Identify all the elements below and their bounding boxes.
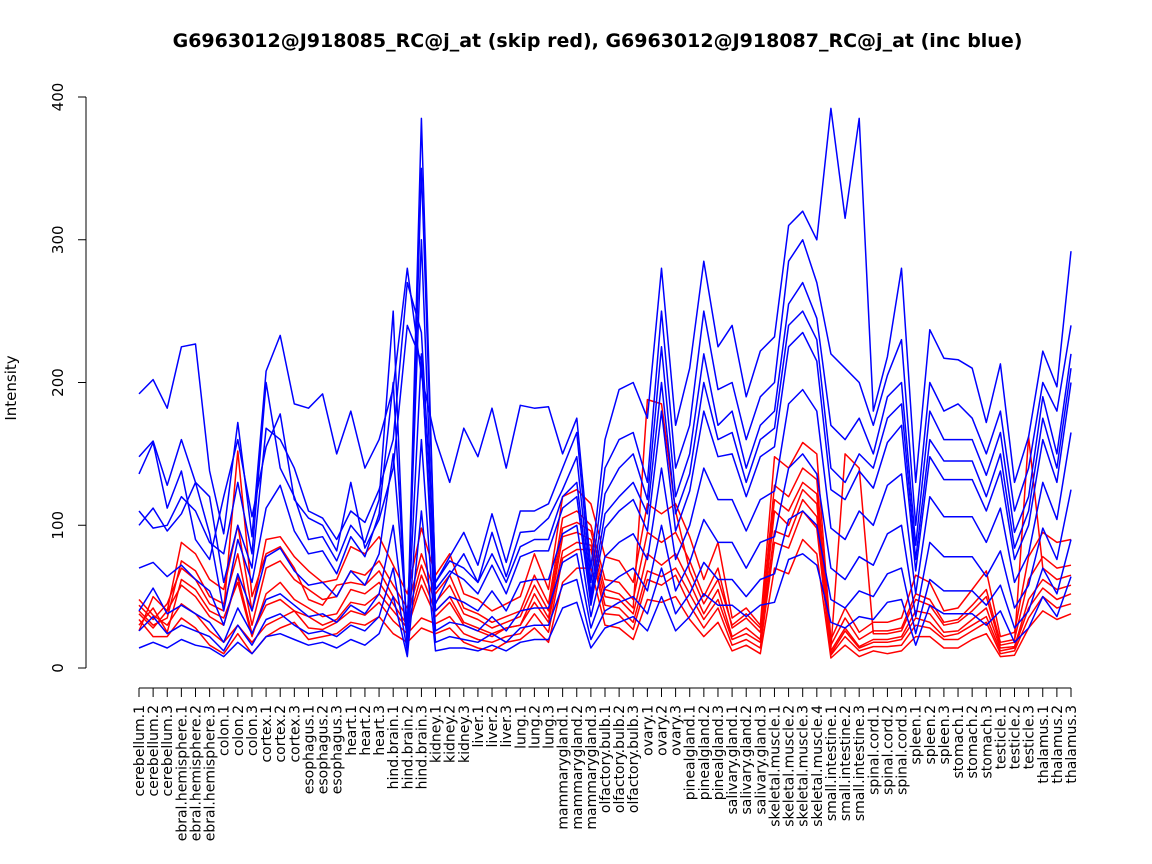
x-tick-label: salivary.gland.1 — [725, 705, 741, 814]
x-tick-label: esophagus.3 — [330, 705, 346, 794]
series-line-12 — [138, 117, 1072, 641]
x-tick-label: thalamus.3 — [1064, 705, 1080, 784]
x-tick-label: testicle.3 — [1022, 705, 1038, 769]
x-tick-label: heart.2 — [358, 705, 374, 756]
x-tick-label: lung.3 — [542, 705, 558, 749]
x-tick-label: small.intestine.3 — [852, 705, 868, 821]
series-line-7 — [138, 498, 1072, 655]
x-tick-label: colon.2 — [231, 705, 247, 756]
x-tick-label: skeletal.muscle.2 — [782, 705, 798, 827]
x-tick-label: ovary.3 — [669, 705, 685, 756]
x-tick-label: thalamus.2 — [1050, 705, 1066, 784]
y-tick-label: 300 — [49, 225, 67, 254]
x-tick-label: skeletal.muscle.4 — [810, 705, 826, 827]
x-tick-label: spinal.cord.2 — [880, 705, 896, 795]
x-tick-label: pinealgland.2 — [697, 705, 713, 800]
x-tick-label: salivary.gland.3 — [753, 705, 769, 814]
y-axis: 0 100 200 300 400 — [49, 83, 87, 673]
x-tick-label: skeletal.muscle.1 — [767, 705, 783, 827]
x-tick-label: salivary.gland.2 — [739, 705, 755, 814]
x-tick-label: stomach.3 — [979, 705, 995, 779]
y-tick-label: 0 — [49, 663, 67, 673]
x-tick-label: olfactory.bulb.2 — [612, 705, 628, 813]
x-tick-label: olfactory.bulb.3 — [626, 705, 642, 813]
x-tick-label: testicle.1 — [993, 705, 1009, 769]
y-axis-label: Intensity — [2, 355, 20, 420]
series-line-2 — [138, 538, 1072, 659]
x-tick-label: esophagus.1 — [301, 705, 317, 794]
x-tick-label: skeletal.muscle.3 — [796, 705, 812, 827]
series-line-15 — [138, 438, 1072, 652]
x-tick-label: cortex.1 — [259, 705, 275, 763]
series-layer — [138, 107, 1072, 659]
x-tick-label: pinealgland.1 — [683, 705, 699, 800]
x-tick-label: colon.3 — [245, 705, 261, 756]
x-tick-label: kidney.1 — [429, 705, 445, 763]
x-tick-label: small.intestine.1 — [824, 705, 840, 821]
x-tick-label: cerebellum.2 — [146, 705, 162, 797]
x-tick-label: hind.brain.2 — [400, 705, 416, 789]
x-tick-label: olfactory.bulb.1 — [598, 705, 614, 813]
x-tick-label: colon.1 — [217, 705, 233, 756]
x-tick-label: ebral.hemisphere.2 — [188, 705, 204, 841]
x-tick-label: mammarygland.1 — [556, 705, 572, 830]
x-tick-label: lung.1 — [513, 705, 529, 749]
series-line-9 — [138, 239, 1072, 584]
series-line-3 — [138, 488, 1072, 652]
series-line-8 — [138, 107, 1072, 569]
series-line-16 — [138, 510, 1072, 658]
y-tick-label: 100 — [49, 511, 67, 540]
x-tick-label: cerebellum.1 — [132, 705, 148, 797]
x-tick-label: ebral.hemisphere.1 — [174, 705, 190, 841]
y-tick-label: 400 — [49, 83, 67, 112]
series-line-10 — [138, 281, 1072, 605]
x-tick-label: ovary.1 — [640, 705, 656, 756]
x-tick-label: spleen.1 — [909, 705, 925, 765]
x-tick-label: esophagus.2 — [316, 705, 332, 794]
x-tick-label: cortex.2 — [273, 705, 289, 763]
x-tick-label: cortex.3 — [287, 705, 303, 763]
x-tick-label: ovary.2 — [654, 705, 670, 756]
x-tick-label: kidney.3 — [457, 705, 473, 763]
series-line-11 — [138, 167, 1072, 655]
x-tick-label: liver.1 — [471, 705, 487, 748]
x-tick-label: lung.2 — [527, 705, 543, 749]
x-tick-label: spleen.2 — [923, 705, 939, 765]
x-tick-label: ebral.hemisphere.3 — [203, 705, 219, 841]
x-tick-label: kidney.2 — [443, 705, 459, 763]
x-tick-label: testicle.2 — [1008, 705, 1024, 769]
x-tick-label: hind.brain.3 — [414, 705, 430, 789]
series-line-13 — [138, 239, 1072, 626]
chart-title: G6963012@J918085_RC@j_at (skip red), G69… — [172, 30, 1023, 52]
x-tick-label: thalamus.1 — [1036, 705, 1052, 784]
x-tick-label: stomach.1 — [951, 705, 967, 779]
series-line-14 — [138, 353, 1072, 644]
x-tick-label: mammarygland.2 — [570, 705, 586, 830]
x-tick-label: heart.3 — [372, 705, 388, 756]
x-tick-label: liver.2 — [485, 705, 501, 748]
x-tick-label: heart.1 — [344, 705, 360, 756]
x-tick-label: mammarygland.3 — [584, 705, 600, 830]
x-tick-label: hind.brain.1 — [386, 705, 402, 789]
x-tick-label: pinealgland.3 — [711, 705, 727, 800]
x-tick-label: liver.3 — [499, 705, 515, 748]
x-axis: cerebellum.1cerebellum.2cerebellum.3ebra… — [132, 687, 1080, 841]
x-tick-label: stomach.2 — [965, 705, 981, 779]
y-tick-label: 200 — [49, 368, 67, 397]
x-tick-label: spinal.cord.1 — [866, 705, 882, 795]
x-tick-label: cerebellum.3 — [160, 705, 176, 797]
x-tick-label: small.intestine.2 — [838, 705, 854, 821]
x-tick-label: spleen.3 — [937, 705, 953, 765]
x-tick-label: spinal.cord.3 — [895, 705, 911, 795]
